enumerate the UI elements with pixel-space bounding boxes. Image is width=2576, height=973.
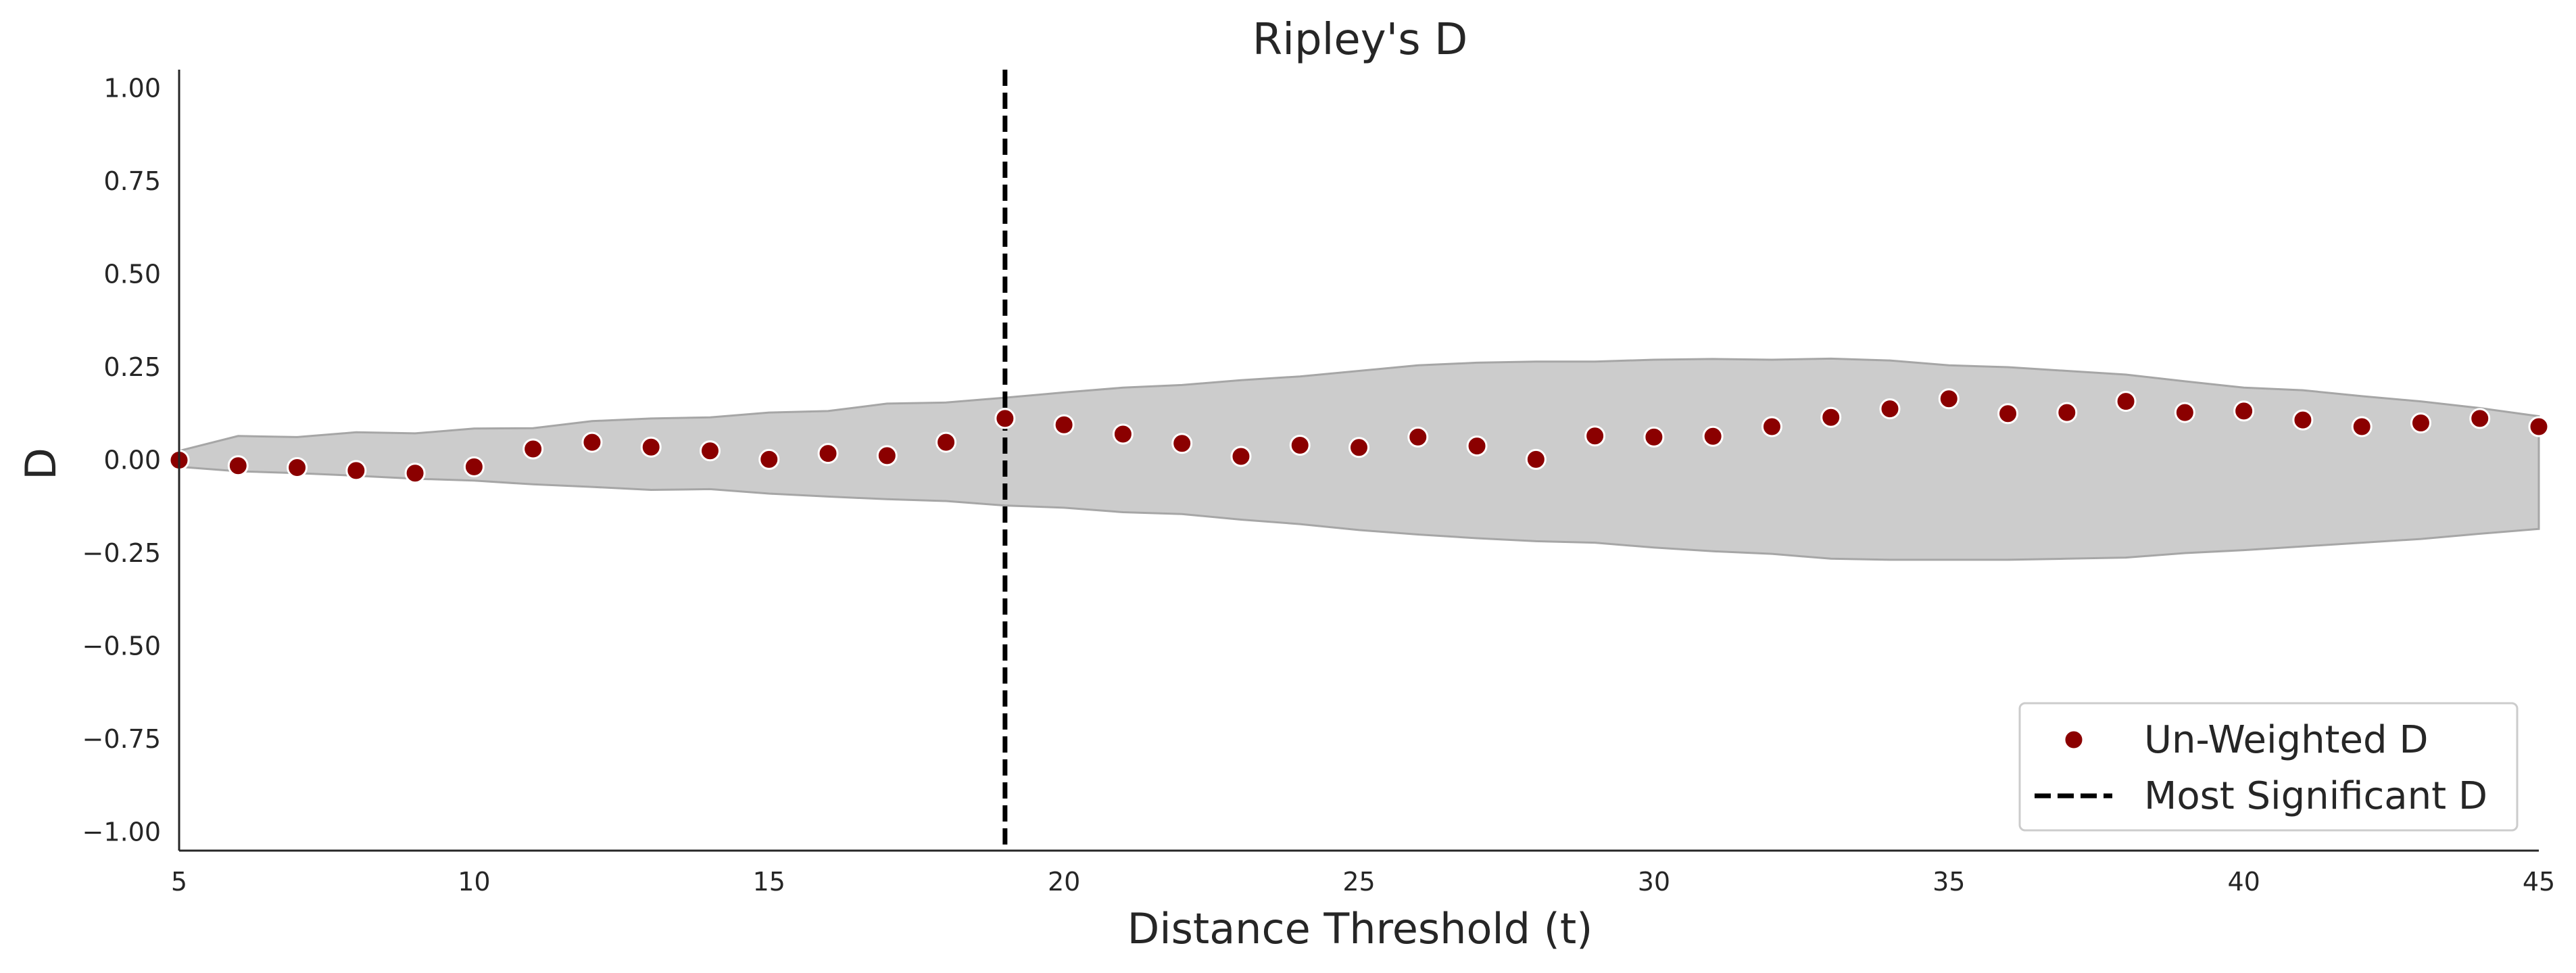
data-point bbox=[287, 457, 308, 478]
x-tick-label: 20 bbox=[1048, 867, 1080, 897]
data-point bbox=[1584, 425, 1606, 447]
x-tick-label: 45 bbox=[2523, 867, 2555, 897]
data-point bbox=[463, 456, 485, 477]
data-point bbox=[699, 440, 721, 462]
x-tick-label: 10 bbox=[458, 867, 490, 897]
data-point bbox=[1997, 403, 2019, 425]
data-point bbox=[345, 460, 367, 481]
data-point bbox=[1407, 426, 1429, 448]
y-tick-label: 0.25 bbox=[103, 352, 161, 382]
x-tick-label: 35 bbox=[1933, 867, 1965, 897]
data-point bbox=[2115, 391, 2137, 412]
data-point bbox=[2351, 416, 2373, 437]
y-tick-label: −0.75 bbox=[82, 724, 161, 754]
data-point bbox=[1053, 414, 1075, 435]
data-point bbox=[1702, 425, 1724, 447]
legend-label-most-significant-d: Most Significant D bbox=[2144, 774, 2487, 818]
x-axis-label: Distance Threshold (t) bbox=[1127, 904, 1593, 953]
data-point bbox=[758, 448, 780, 470]
x-tick-label: 30 bbox=[1638, 867, 1670, 897]
data-point bbox=[1289, 435, 1311, 456]
y-tick-label: 0.75 bbox=[103, 166, 161, 196]
data-point bbox=[1112, 423, 1134, 445]
data-point bbox=[523, 438, 544, 460]
legend-marker-un-weighted-d bbox=[2063, 729, 2085, 751]
y-tick-label: 0.50 bbox=[103, 260, 161, 289]
chart-title: Ripley's D bbox=[1253, 15, 1467, 65]
data-point bbox=[640, 436, 662, 458]
data-point bbox=[2292, 409, 2314, 431]
data-point bbox=[935, 431, 957, 453]
data-point bbox=[876, 445, 898, 467]
data-point bbox=[1820, 406, 1842, 428]
data-point bbox=[1761, 416, 1782, 437]
x-tick-label: 25 bbox=[1342, 867, 1375, 897]
data-point bbox=[2056, 402, 2078, 423]
x-tick-label: 40 bbox=[2227, 867, 2260, 897]
x-tick-label: 15 bbox=[753, 867, 785, 897]
data-point bbox=[2469, 408, 2491, 429]
data-point bbox=[994, 408, 1016, 429]
data-point bbox=[1879, 398, 1901, 420]
data-point bbox=[2233, 400, 2255, 422]
data-point bbox=[404, 462, 426, 484]
data-point bbox=[1230, 446, 1252, 467]
y-tick-label: 1.00 bbox=[103, 74, 161, 103]
y-tick-label: −1.00 bbox=[82, 817, 161, 847]
legend-frame bbox=[2018, 702, 2519, 832]
legend-label-un-weighted-d: Un-Weighted D bbox=[2144, 718, 2428, 762]
data-point bbox=[1525, 448, 1547, 470]
data-point bbox=[581, 431, 603, 453]
data-point bbox=[817, 443, 839, 465]
data-point bbox=[2528, 416, 2550, 437]
y-tick-label: −0.25 bbox=[82, 538, 161, 568]
x-tick-label: 5 bbox=[171, 867, 187, 897]
data-point bbox=[1643, 426, 1665, 448]
data-point bbox=[2174, 402, 2195, 423]
data-point bbox=[1348, 437, 1369, 458]
data-point bbox=[1466, 435, 1488, 457]
data-point bbox=[2410, 412, 2431, 433]
data-point bbox=[1171, 433, 1193, 454]
legend: Un-Weighted D Most Significant D bbox=[2018, 702, 2519, 832]
y-tick-label: 0.00 bbox=[103, 446, 161, 475]
y-axis-label: D bbox=[16, 448, 66, 480]
data-point bbox=[227, 455, 249, 477]
y-tick-label: −0.50 bbox=[82, 632, 161, 661]
data-point bbox=[1938, 388, 1960, 410]
